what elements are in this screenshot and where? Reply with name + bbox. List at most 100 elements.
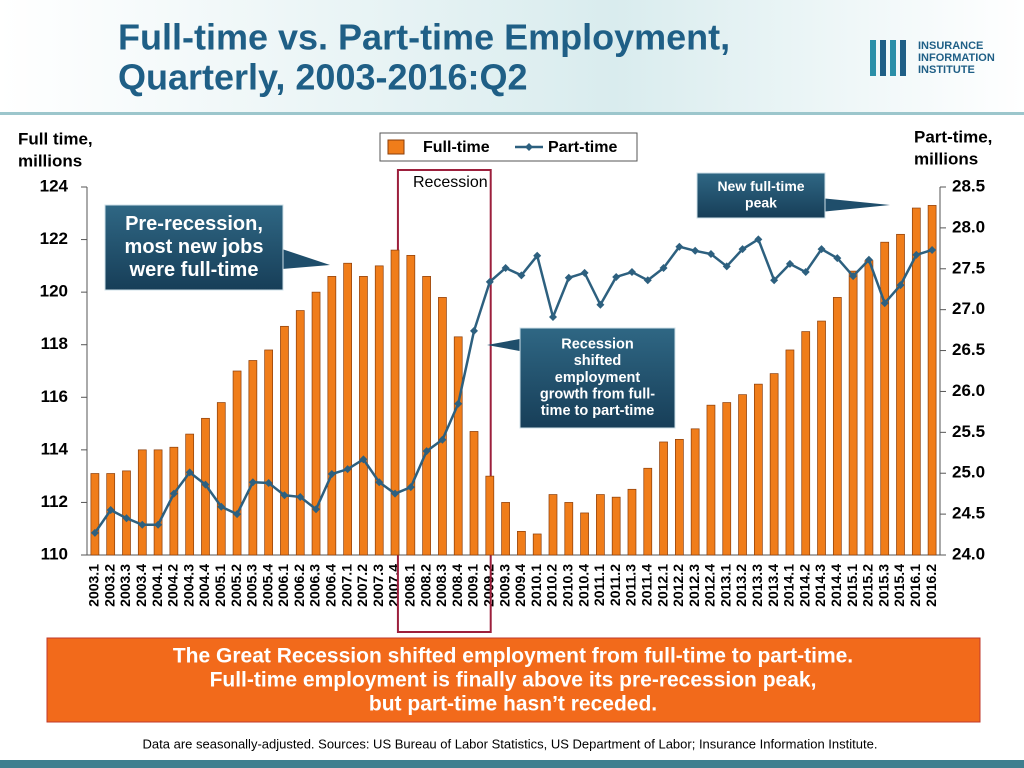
legend-label: Part-time <box>548 139 617 156</box>
line-marker <box>201 480 210 489</box>
bar <box>185 433 195 556</box>
line-marker <box>675 242 684 251</box>
line-marker <box>785 259 794 268</box>
line-marker <box>817 245 826 254</box>
callout-text: growth from full- <box>540 387 655 403</box>
bar <box>817 320 826 556</box>
x-tick-label: 2007.3 <box>370 564 386 607</box>
x-tick-label: 2010.2 <box>544 564 560 607</box>
x-tick-label: 2013.3 <box>749 564 765 607</box>
y2-tick-label: 25.0 <box>952 463 985 482</box>
bar <box>911 207 921 556</box>
x-tick-label: 2014.2 <box>796 564 812 607</box>
logo-bar <box>890 40 896 76</box>
bar <box>896 233 905 556</box>
line-marker <box>896 281 905 290</box>
callout-text: employment <box>555 370 641 386</box>
x-tick-label: 2004.3 <box>180 564 196 607</box>
bar <box>738 394 747 556</box>
x-tick-label: 2007.4 <box>386 564 402 607</box>
x-tick-label: 2010.1 <box>528 564 544 607</box>
bar <box>374 265 384 556</box>
y2-tick-label: 24.5 <box>952 504 985 523</box>
x-tick-label: 2009.1 <box>465 564 481 607</box>
x-tick-label: 2009.2 <box>481 564 497 607</box>
line-marker <box>706 250 715 259</box>
annotation: Recession <box>413 174 488 191</box>
bar <box>248 360 258 556</box>
line-marker <box>185 468 194 477</box>
x-tick-label: 2011.4 <box>638 564 654 606</box>
line-marker <box>580 268 589 277</box>
y-axis-label: Full time, <box>18 129 93 148</box>
x-tick-label: 2010.3 <box>559 564 575 607</box>
y2-tick-label: 26.0 <box>952 381 985 400</box>
bar <box>864 260 874 556</box>
x-tick-label: 2012.3 <box>686 564 702 607</box>
legend-label: Full-time <box>423 139 490 156</box>
y2-tick-label: 24.0 <box>952 544 985 563</box>
line-marker <box>833 254 842 263</box>
footnote: Data are seasonally-adjusted. Sources: U… <box>143 736 878 751</box>
bar <box>359 276 368 556</box>
x-tick-label: 2009.4 <box>512 564 528 607</box>
line-marker <box>438 435 447 444</box>
x-tick-label: 2010.4 <box>575 564 591 607</box>
x-tick-label: 2006.3 <box>307 564 323 607</box>
x-tick-label: 2014.3 <box>812 564 828 607</box>
line-marker <box>359 455 368 464</box>
x-tick-label: 2013.1 <box>717 564 733 607</box>
line-marker <box>770 276 779 285</box>
line-marker <box>548 313 557 322</box>
x-tick-label: 2003.1 <box>86 564 102 607</box>
logo-bar <box>900 40 906 76</box>
x-tick-label: 2008.3 <box>433 564 449 607</box>
x-tick-label: 2008.1 <box>402 564 418 607</box>
bar <box>517 530 526 556</box>
bar <box>801 331 811 556</box>
callout-box <box>519 327 676 429</box>
x-tick-label: 2004.1 <box>149 564 165 607</box>
y-tick-label: 120 <box>40 282 68 301</box>
header-band <box>0 0 1024 112</box>
y-tick-label: 112 <box>41 492 68 511</box>
line-marker <box>343 465 352 474</box>
banner-text: but part-time hasn’t receded. <box>369 693 657 716</box>
bar <box>232 370 242 556</box>
x-tick-label: 2005.4 <box>259 564 275 607</box>
line-marker <box>627 268 636 277</box>
logo: INSURANCE INFORMATION INSTITUTE <box>870 40 995 76</box>
line-marker <box>612 272 621 281</box>
line-marker <box>106 506 115 515</box>
bar <box>137 449 147 556</box>
line-marker <box>849 272 858 281</box>
x-tick-label: 2013.2 <box>733 564 749 607</box>
logo-bar <box>870 40 876 76</box>
x-tick-label: 2005.1 <box>212 564 228 607</box>
bar <box>311 291 321 556</box>
callout-pointer <box>820 198 890 212</box>
bar <box>643 467 653 556</box>
bar <box>769 373 779 556</box>
x-tick-label: 2012.4 <box>702 564 718 607</box>
callout-text: shifted <box>574 353 622 369</box>
x-tick-label: 2005.3 <box>244 564 260 607</box>
x-tick-label: 2006.1 <box>275 564 291 607</box>
bar <box>438 297 447 556</box>
bar <box>422 276 431 556</box>
line-marker <box>801 268 810 277</box>
callout-text: were full-time <box>129 259 259 281</box>
x-tick-label: 2009.3 <box>496 564 512 607</box>
y2-axis-label: millions <box>914 149 978 168</box>
bar <box>753 383 763 556</box>
callout-text: Pre-recession, <box>125 213 263 235</box>
line-marker <box>738 245 747 254</box>
callout-text: New full-time <box>717 178 804 194</box>
bar <box>848 270 858 556</box>
x-tick-label: 2015.2 <box>860 564 876 607</box>
x-tick-label: 2003.3 <box>117 564 133 607</box>
callout-box <box>696 172 826 219</box>
bar <box>659 441 668 556</box>
x-tick-label: 2015.4 <box>891 564 907 607</box>
